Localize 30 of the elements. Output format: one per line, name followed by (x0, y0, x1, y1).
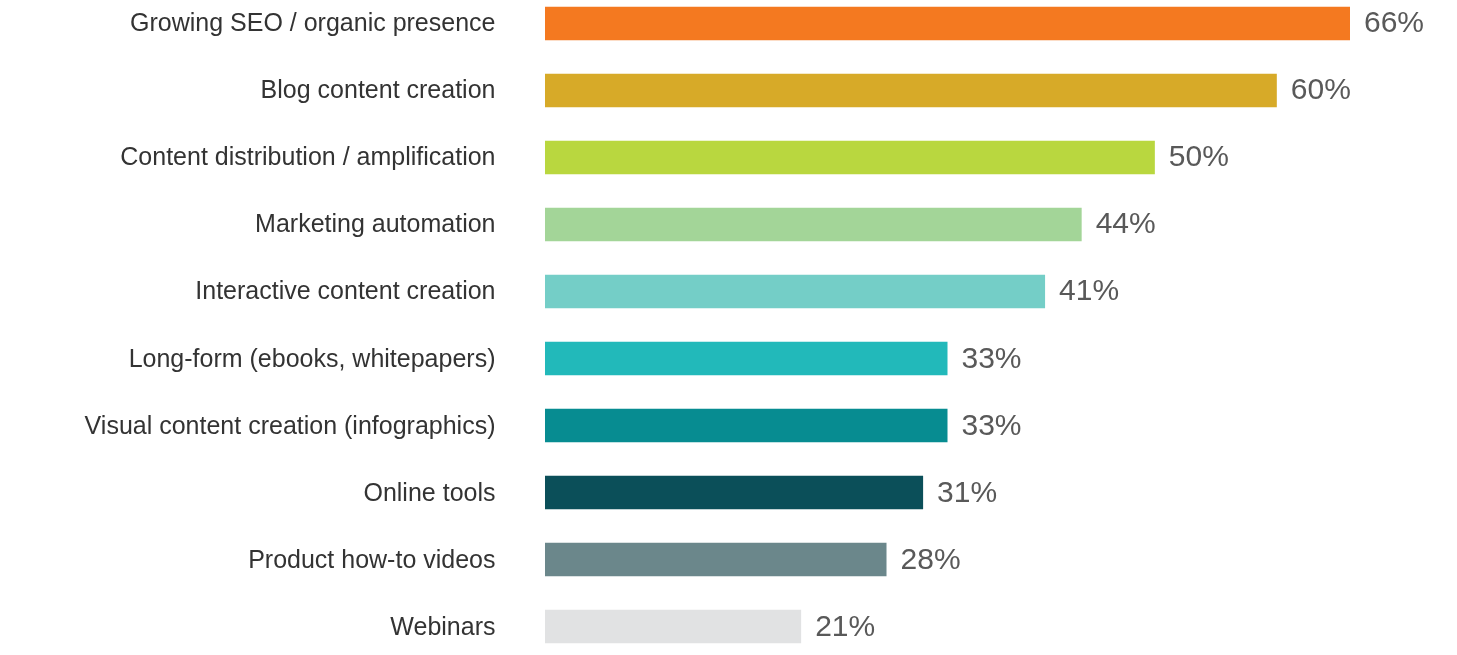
bar (545, 341, 948, 376)
data-label: 33% (961, 340, 1022, 374)
y-tick-label: Product how-to videos (248, 544, 496, 573)
bar (545, 609, 802, 644)
data-label: 28% (900, 541, 961, 575)
y-tick-label: Marketing automation (255, 209, 496, 238)
data-label: 31% (937, 474, 998, 508)
data-label: 60% (1290, 72, 1351, 106)
bar (545, 73, 1277, 108)
y-tick-label: Growing SEO / organic presence (130, 8, 496, 37)
data-label: 33% (961, 407, 1022, 441)
bar (545, 6, 1350, 41)
bar (545, 475, 924, 510)
data-label: 66% (1364, 5, 1425, 39)
bar (545, 207, 1082, 242)
y-tick-label: Content distribution / amplification (120, 142, 496, 171)
y-tick-label: Visual content creation (infographics) (84, 410, 496, 439)
data-label: 44% (1095, 206, 1156, 240)
y-tick-label: Long-form (ebooks, whitepapers) (128, 343, 496, 372)
bar (545, 542, 887, 577)
data-label: 50% (1168, 139, 1229, 173)
y-tick-label: Online tools (363, 477, 496, 506)
y-tick-label: Webinars (390, 611, 496, 640)
y-tick-label: Interactive content creation (195, 276, 496, 305)
bar (545, 408, 948, 443)
bar (545, 274, 1046, 309)
data-label: 21% (815, 608, 876, 642)
bar (545, 140, 1155, 175)
data-label: 41% (1059, 273, 1120, 307)
y-tick-label: Blog content creation (260, 75, 496, 104)
